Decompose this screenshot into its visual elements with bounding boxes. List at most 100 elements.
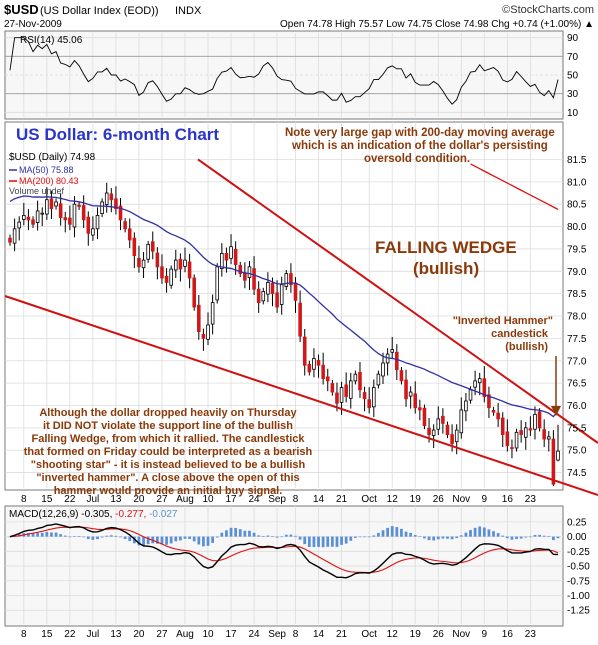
rsi-y-tick: 30 [567,89,579,100]
candle-body [556,450,560,461]
candle-body [302,336,307,366]
macd-histogram-bar [59,534,63,537]
macd-histogram-bar [261,535,265,537]
axis-ticks: 8 8 15 15 22 22 Jul Jul 13 13 20 20 27 27 Aug Aug 10 10 17… [21,33,590,640]
rsi-line [9,37,559,105]
price-y-tick: 76.5 [567,379,587,390]
macd-histogram-bar [492,531,495,537]
macd-histogram-bar [358,536,362,538]
macd-histogram-bar [395,527,399,537]
symbol-name: (US Dollar Index (EOD)) [40,5,159,17]
macd-histogram-bar [528,536,532,538]
price-y-tick: 78.5 [567,289,587,300]
macd-histogram-bar [234,527,238,537]
macd-histogram-bar [312,536,316,548]
macd-histogram-bar [243,530,247,537]
macd-histogram-bar [119,536,122,538]
chart-date: 27-Nov-2009 [4,19,62,30]
macd-histogram-bar [220,532,224,537]
macd-histogram-bar [432,536,436,541]
hammer-label-1: "Inverted Hammer" [453,315,553,327]
rsi-y-tick: 50 [567,71,579,82]
macd-histogram-bar [54,532,58,537]
x-tick-label: 16 [502,494,514,505]
macd-histogram-bar [367,536,371,538]
macd-histogram-bar [482,527,486,537]
macd-histogram-bar [418,536,422,537]
macd-histogram-bar [349,536,353,541]
price-y-tick: 80.5 [567,200,587,211]
legend-price: $USD (Daily) 74.98 [9,152,96,163]
candle-body [164,275,169,283]
candle-body [404,379,408,400]
rsi-plot [9,37,559,105]
macd-histogram-bar [174,536,178,542]
candle-body [12,228,17,244]
rsi-panel [4,30,564,120]
x-tick-label: 22 [64,494,76,505]
candle-body [445,424,450,435]
candle-body [422,407,427,427]
macd-histogram-bar [248,530,251,537]
macd-y-tick: -0.25 [567,547,590,558]
candle-body [192,277,196,308]
x-tick-label: 23 [525,494,537,505]
candle-body [178,258,183,270]
macd-histogram-bar [40,532,44,537]
macd-histogram-bar [505,536,509,539]
candle-body [160,266,164,279]
candle-body [325,376,330,382]
candle-body [104,192,109,206]
macd-histogram-bar [524,536,528,538]
price-y-tick: 79.5 [567,244,587,255]
comment-line: that formed on Friday could be interpret… [24,446,313,458]
macd-histogram-bar [225,530,228,537]
x-tick-label: 16 [502,629,514,640]
price-y-tick: 77.0 [567,356,587,367]
macd-y-tick: 0.25 [567,517,587,528]
macd-histogram-bar [252,532,256,537]
source-credit: ©StockCharts.com [502,4,594,16]
macd-histogram-bar [533,534,537,537]
price-y-tick: 78.0 [567,312,587,323]
candle-body [127,228,132,241]
symbol: $USD [4,2,39,17]
macd-histogram-bar [552,536,555,541]
candle-body [418,407,422,411]
x-tick-label: 15 [41,629,53,640]
macd-histogram-bar [307,536,311,548]
x-tick-label: 9 [482,494,488,505]
macd-histogram-bar [91,536,95,540]
candle-body [150,241,155,252]
x-tick-label: Jul [86,494,99,505]
candle-body [348,380,353,399]
candle-body [58,203,63,219]
macd-histogram-bar [229,527,233,537]
candle-body [441,415,445,424]
macd-histogram-bar [73,536,76,537]
candle-body [358,371,362,391]
x-tick-label: 20 [133,629,145,640]
macd-histogram-bar [381,530,385,537]
macd-histogram-bar [556,536,560,539]
macd-histogram-bar [427,536,431,541]
candle-body [339,387,344,403]
macd-histogram-bar [377,532,380,537]
macd-histogram-bar [335,536,339,547]
macd-histogram-bar [109,535,113,537]
x-tick-label: 19 [410,629,422,640]
candle-body [169,268,173,286]
candle-body [63,217,68,221]
macd-histogram-bar [441,536,445,539]
candle-body [81,205,86,221]
macd-histogram-bar [132,536,136,544]
macd-histogram-bar [165,536,168,545]
candle-body [155,252,160,268]
macd-histogram-bar [275,536,279,538]
candle-body [95,214,100,230]
x-tick-label: 17 [225,494,237,505]
candle-body [362,392,367,400]
comment-line: it DID NOT violate the support line of t… [43,420,293,432]
macd-histogram-bar [542,535,546,537]
macd-histogram-bar [538,534,541,537]
